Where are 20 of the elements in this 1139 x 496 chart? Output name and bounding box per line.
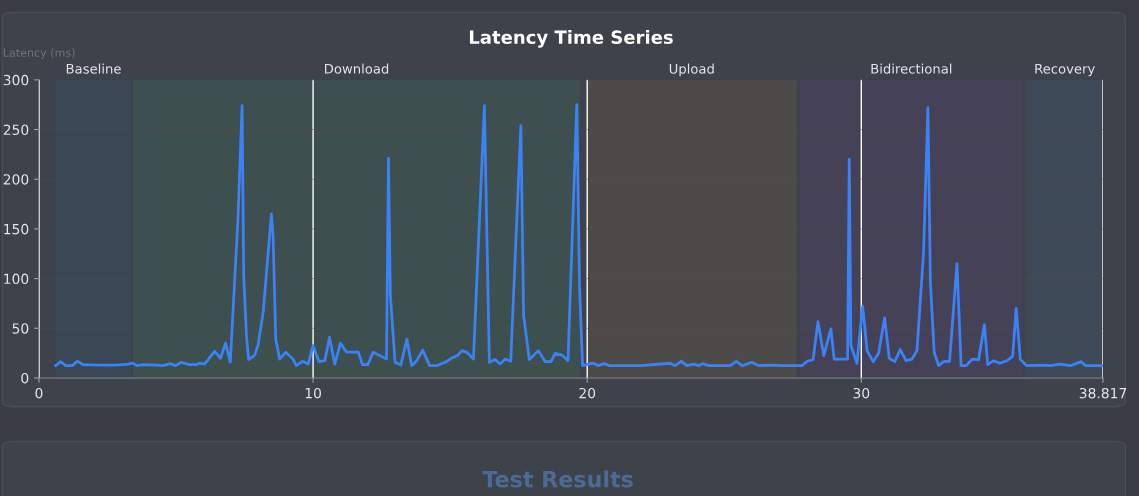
- y-tick-label: 50: [12, 323, 29, 334]
- x-tick-label: 30: [853, 387, 870, 399]
- band-label: Download: [325, 63, 389, 74]
- x-tick-label: 20: [579, 387, 596, 399]
- y-tick-label: 0: [21, 372, 29, 384]
- x-tick-label: 0: [35, 387, 43, 399]
- x-tick-label: 10: [305, 387, 321, 399]
- line-series: [54, 103, 1104, 368]
- y-tick-label: 100: [4, 273, 29, 285]
- y-tick-label: 300: [3, 74, 29, 86]
- band-label: Baseline: [66, 63, 121, 74]
- band-label: Bidirectional: [871, 63, 952, 74]
- y-tick-label: 250: [3, 124, 29, 136]
- band-label: Upload: [669, 63, 714, 77]
- y-tick-label: 200: [3, 174, 29, 185]
- y-tick-label: 150: [4, 223, 29, 235]
- band-label: Recovery: [1035, 63, 1095, 77]
- text: Test Results: [482, 470, 633, 488]
- chart-title: Latency Time Series: [469, 30, 673, 48]
- x-tick-label: 38.817: [1079, 387, 1127, 399]
